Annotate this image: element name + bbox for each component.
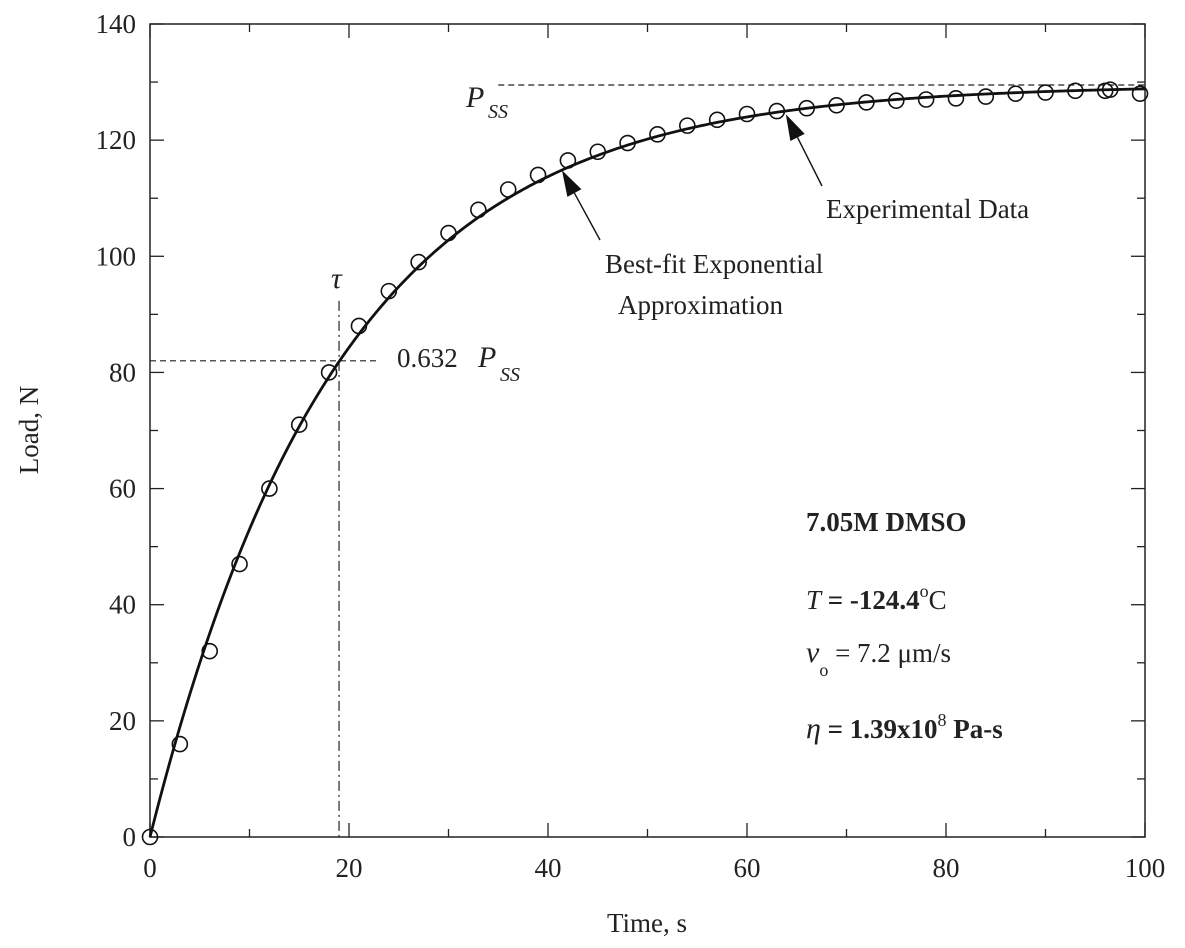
reference-lines — [150, 84, 1145, 837]
x-tick-label: 100 — [1125, 853, 1166, 883]
p632-prefix: 0.632 — [397, 343, 458, 373]
data-point — [1067, 82, 1084, 100]
x-tick-label: 40 — [535, 853, 562, 883]
tick-labels: 0 20 40 60 80 100 0 20 40 60 80 100 120 140 — [96, 9, 1166, 883]
fit-label-line2: Approximation — [618, 290, 783, 320]
info-temperature-unit: C — [929, 585, 947, 615]
data-point — [887, 92, 905, 109]
data-point — [589, 143, 607, 161]
info-temperature-value: = -124.4 — [821, 585, 920, 615]
data-point — [768, 102, 786, 120]
y-tick-label: 60 — [109, 474, 136, 504]
data-point — [410, 253, 427, 271]
pss-label: P — [465, 81, 484, 114]
data-point — [350, 317, 368, 335]
data-point — [1101, 81, 1119, 98]
data-point — [320, 364, 338, 381]
data-point — [380, 282, 398, 300]
y-tick-label: 80 — [109, 357, 136, 387]
y-tick-label: 140 — [96, 9, 137, 39]
pss-subscript: SS — [488, 101, 508, 123]
y-tick-label: 100 — [96, 241, 137, 271]
data-point — [231, 555, 248, 573]
y-tick-label: 0 — [123, 822, 137, 852]
data-point — [290, 416, 308, 433]
data-point — [201, 642, 218, 660]
info-velocity-value: = 7.2 μm/s — [828, 638, 951, 668]
data-point — [858, 94, 875, 111]
p632-label: P — [477, 341, 496, 374]
data-point — [529, 166, 547, 184]
info-temperature-symbol: T — [806, 585, 823, 615]
data-point — [649, 126, 666, 143]
data-point — [141, 828, 159, 846]
data-point — [1131, 85, 1149, 102]
data-point — [678, 117, 696, 134]
fit-arrow-head — [561, 170, 582, 197]
data-point — [440, 224, 457, 242]
x-tick-label: 20 — [336, 853, 363, 883]
info-viscosity-value: = 1.39x10 — [821, 714, 938, 744]
y-tick-label: 120 — [96, 125, 137, 155]
data-point — [738, 105, 756, 123]
arrows — [561, 114, 823, 241]
data-point — [947, 90, 965, 107]
data-point — [798, 99, 816, 117]
info-viscosity: η = 1.39x108 Pa-s — [806, 710, 1003, 745]
exp-arrow-head — [785, 114, 805, 142]
y-axis-title: Load, N — [14, 386, 44, 474]
data-point — [828, 97, 845, 114]
data-point — [619, 134, 636, 152]
data-points — [141, 81, 1149, 846]
info-viscosity-symbol: η — [806, 712, 821, 745]
info-viscosity-exponent: 8 — [938, 710, 947, 730]
data-point — [261, 480, 278, 497]
data-point — [470, 201, 487, 219]
info-temperature-degree: o — [920, 581, 929, 601]
data-point — [171, 735, 189, 753]
data-point — [1037, 84, 1054, 101]
data-point — [917, 91, 935, 108]
info-viscosity-unit: Pa-s — [947, 714, 1003, 744]
data-point — [559, 152, 577, 169]
p632-subscript: SS — [500, 364, 520, 386]
y-tick-label: 20 — [109, 706, 136, 736]
x-axis-title: Time, s — [607, 908, 687, 938]
data-point — [708, 111, 726, 129]
ticks — [149, 23, 1146, 838]
info-velocity-symbol: v — [806, 636, 820, 669]
info-velocity: vo = 7.2 μm/s — [806, 636, 951, 680]
tau-label: τ — [331, 262, 343, 295]
exp-label: Experimental Data — [826, 194, 1029, 224]
fit-arrow-shaft — [573, 192, 601, 241]
data-point — [1007, 85, 1024, 102]
data-point — [499, 181, 517, 198]
data-point — [977, 88, 995, 105]
info-temperature: T = -124.4oC — [806, 581, 947, 615]
x-tick-label: 60 — [734, 853, 761, 883]
exp-arrow-shaft — [796, 137, 823, 187]
info-velocity-subscript: o — [819, 660, 828, 680]
fit-label-line1: Best-fit Exponential — [605, 249, 823, 279]
info-solution: 7.05M DMSO — [806, 507, 966, 537]
y-tick-label: 40 — [109, 590, 136, 620]
x-tick-label: 0 — [143, 853, 157, 883]
x-tick-label: 80 — [933, 853, 960, 883]
